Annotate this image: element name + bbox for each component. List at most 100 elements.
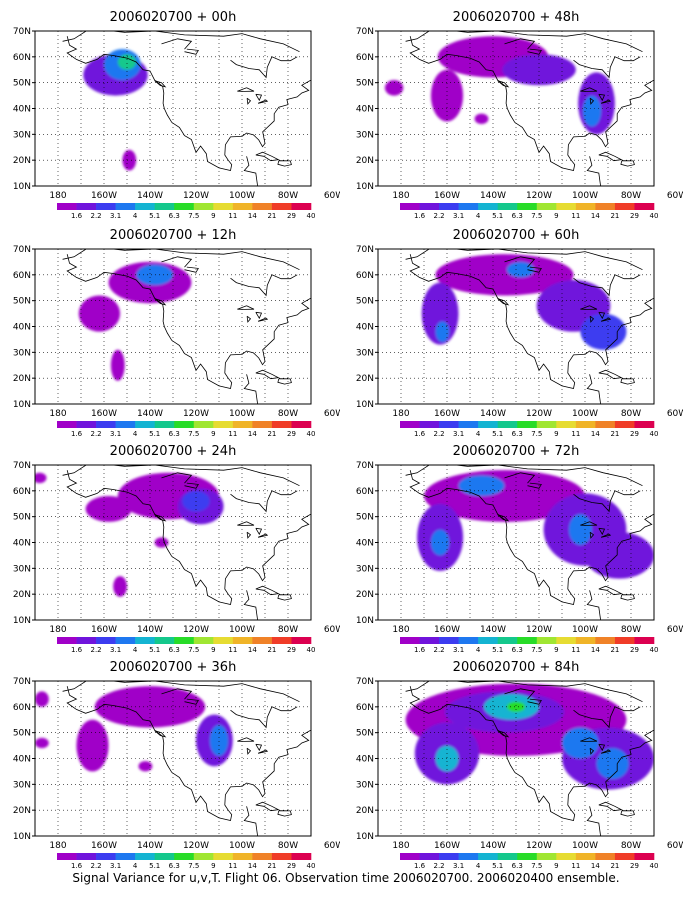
y-tick-label: 20N [13, 156, 31, 166]
coastline [66, 470, 311, 605]
colorbar-label: 11 [228, 862, 237, 870]
y-tick-label: 20N [13, 590, 31, 600]
y-tick-label: 50N [356, 79, 374, 89]
x-tick-label: 180 [392, 191, 409, 201]
colorbar-label: 21 [267, 862, 276, 870]
colorbar-label: 2.2 [91, 430, 102, 438]
colorbar-swatch [614, 637, 635, 644]
x-tick-label: 100W [229, 841, 255, 851]
colorbar-label: 14 [248, 862, 257, 870]
colorbar-swatch [517, 421, 538, 428]
colorbar-swatch [57, 853, 77, 860]
coastline [237, 87, 255, 92]
coastline [504, 38, 536, 50]
coastline [257, 749, 269, 754]
colorbar-label: 40 [650, 862, 659, 870]
colorbar-swatch [174, 853, 195, 860]
colorbar-swatch [115, 203, 136, 210]
colorbar-label: 9 [554, 862, 558, 870]
colorbar-label: 40 [650, 646, 659, 654]
coastline [243, 806, 258, 836]
coastline [598, 527, 606, 536]
colorbar-swatch [458, 853, 479, 860]
x-tick-label: 100W [572, 841, 598, 851]
colorbar-label: 3.1 [453, 862, 464, 870]
coastline [405, 249, 643, 271]
panel-title: 2006020700 + 48h [453, 10, 580, 25]
figure-caption: Signal Variance for u,v,T. Flight 06. Ob… [72, 871, 620, 885]
x-tick-label: 160W [91, 625, 117, 635]
colorbar-label: 21 [267, 430, 276, 438]
colorbar-label: 21 [267, 212, 276, 220]
x-tick-label: 80W [621, 191, 641, 201]
coastline [243, 156, 258, 186]
coastline [62, 31, 300, 53]
coastline [246, 747, 252, 755]
colorbar-label: 9 [211, 862, 215, 870]
coastline [600, 317, 612, 322]
colorbar-swatch [517, 637, 538, 644]
y-tick-label: 20N [13, 806, 31, 816]
colorbar-swatch [439, 853, 459, 860]
variance-field [117, 54, 137, 70]
variance-field [35, 737, 49, 749]
y-tick-label: 10N [356, 616, 374, 626]
colorbar-swatch [76, 203, 97, 210]
colorbar-swatch [478, 637, 498, 644]
x-tick-label: 120W [183, 191, 209, 201]
y-tick-label: 10N [13, 832, 31, 842]
colorbar-label: 5.1 [149, 862, 160, 870]
x-tick-label: 180 [392, 841, 409, 851]
coastline [598, 151, 623, 162]
map-panel-4: 2006020700 + 24h 10N 20N 30N 40N 50N 60N 70N 180… [13, 444, 340, 654]
y-tick-label: 50N [13, 729, 31, 739]
colorbar-swatch [76, 853, 97, 860]
map-panel-3: 2006020700 + 60h 10N 20N 30N 40N 50N 60N 70N 180… [356, 228, 683, 438]
colorbar-label: 3.1 [453, 646, 464, 654]
colorbar-swatch [478, 853, 498, 860]
x-tick-label: 140W [480, 841, 506, 851]
coastline [497, 298, 510, 306]
variance-field [136, 264, 174, 286]
coastline [66, 686, 311, 821]
coastline [237, 521, 255, 526]
x-tick-label: 60W [324, 191, 340, 201]
y-tick-label: 60N [13, 487, 31, 497]
colorbar-swatch [271, 853, 292, 860]
colorbar-swatch [154, 637, 175, 644]
colorbar-label: 11 [228, 646, 237, 654]
coastline [243, 590, 258, 620]
y-tick-label: 30N [356, 348, 374, 358]
x-tick-label: 100W [229, 191, 255, 201]
colorbar-label: 2.2 [91, 646, 102, 654]
map-panel-1: 2006020700 + 48h 10N 20N 30N 40N 50N 60N 70N 180… [356, 10, 683, 220]
colorbar-swatch [213, 853, 234, 860]
variance-field [138, 761, 153, 772]
x-tick-label: 180 [392, 625, 409, 635]
colorbar-swatch [291, 203, 312, 210]
colorbar-label: 3.1 [453, 430, 464, 438]
map-panel-7: 2006020700 + 84h 10N 20N 30N 40N 50N 60N 70N 180… [356, 660, 683, 870]
colorbar-label: 5.1 [149, 212, 160, 220]
x-tick-label: 180 [49, 841, 66, 851]
coastline [184, 266, 199, 273]
colorbar-label: 29 [287, 862, 296, 870]
colorbar-swatch [575, 203, 596, 210]
colorbar-swatch [271, 637, 292, 644]
y-tick-label: 10N [13, 400, 31, 410]
coastline [589, 531, 595, 539]
y-tick-label: 40N [13, 105, 31, 115]
colorbar-label: 9 [554, 212, 558, 220]
colorbar-label: 9 [211, 430, 215, 438]
colorbar-swatch [419, 637, 440, 644]
map-panel-6: 2006020700 + 36h 10N 20N 30N 40N 50N 60N 70N 180… [13, 660, 340, 870]
colorbar-swatch [634, 203, 655, 210]
colorbar-swatch [556, 421, 577, 428]
variance-field [458, 475, 505, 496]
colorbar-swatch [478, 421, 498, 428]
colorbar-swatch [595, 421, 616, 428]
variance-field [110, 349, 125, 381]
y-tick-label: 60N [356, 271, 374, 281]
coastline [504, 688, 536, 700]
colorbar-label: 14 [248, 646, 257, 654]
